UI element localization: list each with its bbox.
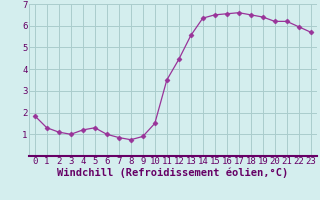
X-axis label: Windchill (Refroidissement éolien,°C): Windchill (Refroidissement éolien,°C) — [57, 168, 288, 178]
